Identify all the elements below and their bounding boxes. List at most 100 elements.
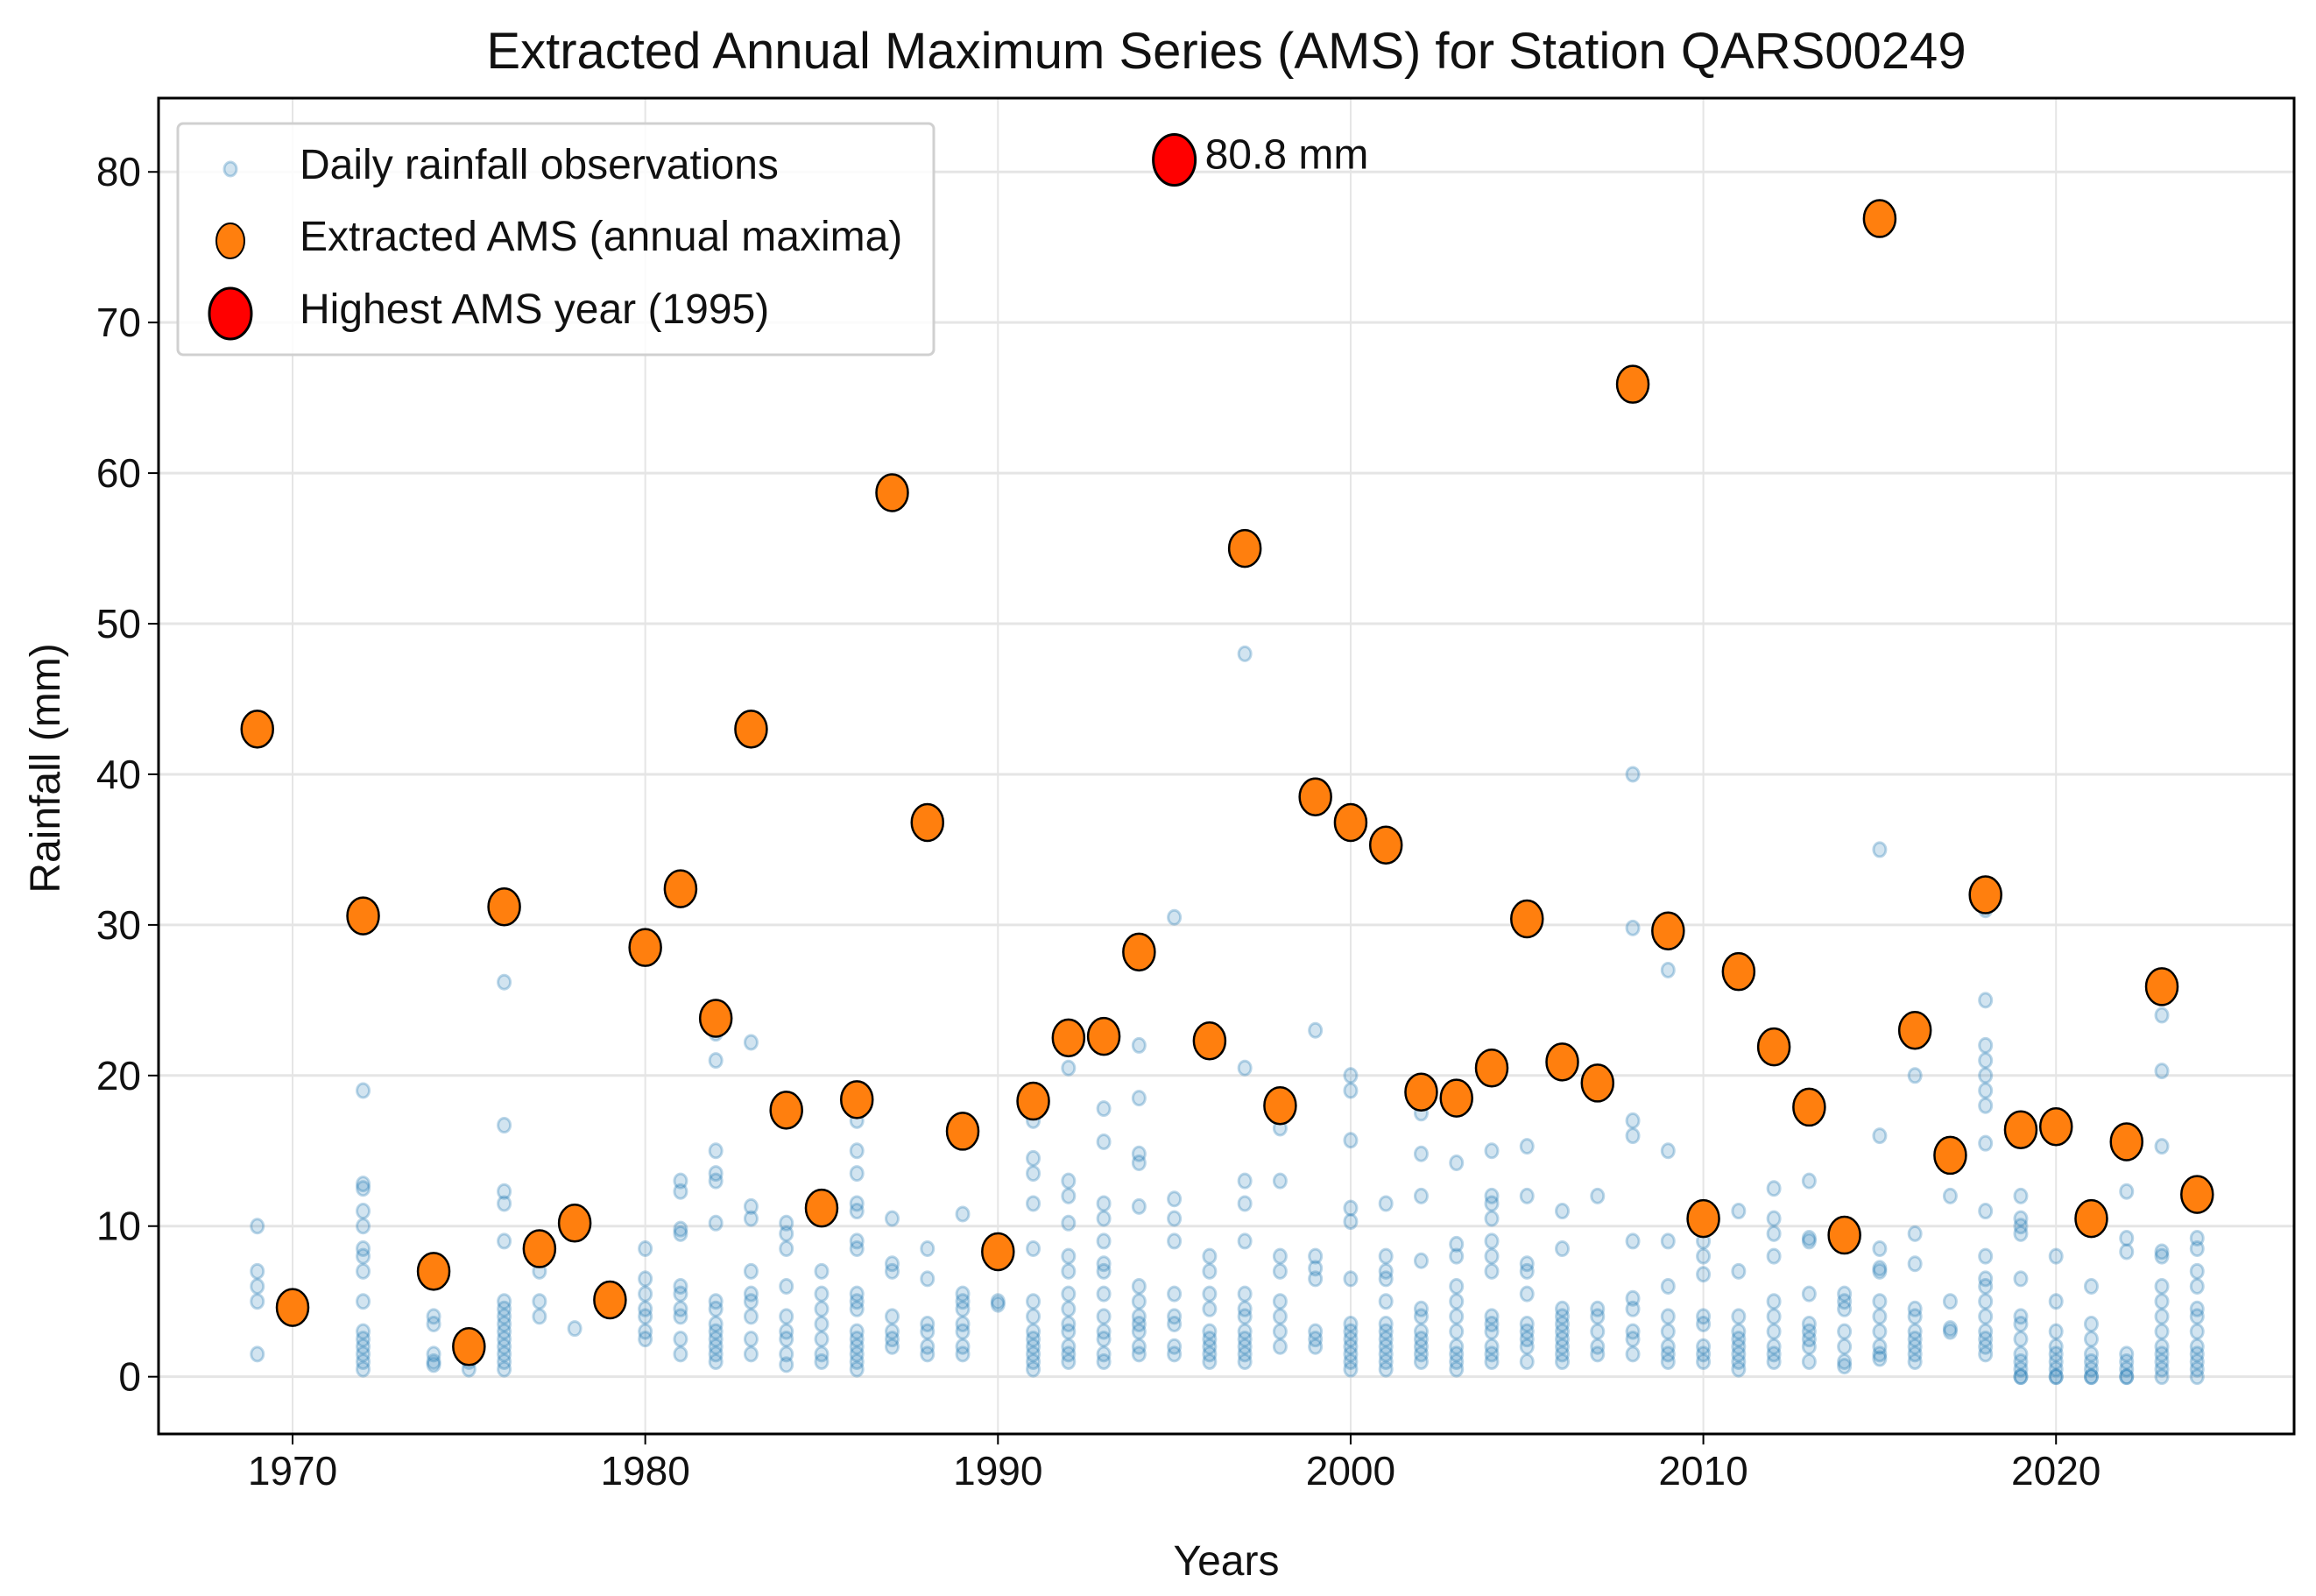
ams-point [1051,1018,1086,1058]
ams-point [1510,899,1544,939]
observation-point [250,1278,265,1296]
observation-point [1449,1247,1465,1265]
y-tick-label: 80 [96,149,141,194]
observation-point [1837,1285,1853,1303]
observation-point [2119,1243,2135,1261]
ams-point [1827,1215,1861,1255]
legend-ams-marker [215,222,245,259]
observation-point [1202,1352,1218,1370]
observation-point [497,1117,512,1134]
observation-point [1131,1345,1147,1363]
observation-point [2083,1368,2099,1386]
observation-point [708,1352,724,1370]
observation-point [2083,1368,2099,1386]
observation-point [955,1293,971,1310]
observation-point [1978,1308,1994,1325]
observation-point [1696,1266,1712,1283]
ams-point [1192,1021,1227,1061]
observation-point [2189,1368,2205,1386]
observation-point [1555,1240,1571,1258]
ams-point [1122,932,1156,972]
ams-point [2109,1122,2143,1162]
observation-point [1096,1133,1112,1150]
observation-point [1272,1172,1288,1190]
observation-point [1696,1345,1712,1363]
observation-point [2013,1368,2029,1386]
observation-point [2119,1183,2135,1200]
observation-point [1731,1331,1747,1348]
x-tick-label: 2010 [1658,1448,1748,1494]
highest-ams-point [1152,132,1197,187]
observation-point [1378,1338,1394,1355]
observation-point [356,1360,371,1378]
observation-points [250,645,2205,1386]
observation-point [250,1262,265,1280]
observation-point [1096,1308,1112,1325]
observation-point [1026,1331,1041,1348]
observation-point [1272,1247,1288,1265]
observation-point [1413,1252,1429,1269]
observation-point [743,1293,759,1310]
observation-point [2013,1270,2029,1288]
y-tick-label: 50 [96,601,141,646]
observation-point [1061,1323,1077,1340]
observation-point [1907,1308,1923,1325]
observation-point [2013,1218,2029,1235]
observation-point [920,1240,936,1258]
observation-point [1907,1352,1923,1370]
observation-point [849,1331,865,1348]
x-axis-label: Years [1174,1538,1280,1585]
observation-point [1907,1255,1923,1273]
observation-point [1660,961,1676,978]
observation-point [1872,1293,1888,1310]
observation-point [673,1172,688,1190]
ams-point [839,1080,874,1119]
observation-point [1308,1338,1324,1355]
ams-point [593,1280,627,1320]
observation-point [1484,1247,1500,1265]
observation-point [1837,1293,1853,1310]
observation-point [920,1315,936,1332]
observation-point [1978,1293,1994,1310]
observation-point [356,1352,371,1370]
observation-point [1731,1323,1747,1340]
observation-point [638,1331,653,1348]
y-tick-label: 0 [118,1354,141,1400]
observation-point [1660,1345,1676,1363]
observation-point [849,1142,865,1160]
observation-point [2119,1229,2135,1246]
ams-point [1333,802,1368,843]
observation-point [1907,1323,1923,1340]
ams-point [452,1327,486,1366]
observation-point [1237,1338,1253,1355]
ams-point [1968,875,2002,915]
observation-point [743,1210,759,1227]
observation-point [708,1345,724,1363]
observation-point [532,1293,547,1310]
ams-point [910,802,945,843]
observation-point [1026,1338,1041,1355]
observation-point [1308,1270,1324,1288]
observation-point [1766,1352,1782,1370]
observation-point [1660,1323,1676,1340]
observation-point [1872,1338,1888,1355]
observation-point [2154,1138,2170,1155]
observation-point [2048,1293,2064,1310]
observation-point [1978,1067,1994,1084]
y-tick-label: 30 [96,902,141,948]
observation-point [1519,1315,1535,1332]
observation-point [1237,1352,1253,1370]
observation-point [814,1300,830,1317]
observation-point [1167,908,1183,926]
observation-point [673,1225,688,1242]
observation-point [1731,1352,1747,1370]
observation-point [1096,1331,1112,1348]
observation-point [779,1323,794,1340]
observation-point [1131,1293,1147,1310]
ams-point [557,1204,592,1243]
ams-point [1298,777,1332,816]
observation-point [1449,1345,1465,1363]
observation-point [532,1308,547,1325]
observation-point [356,1331,371,1348]
observation-point [1942,1293,1958,1310]
